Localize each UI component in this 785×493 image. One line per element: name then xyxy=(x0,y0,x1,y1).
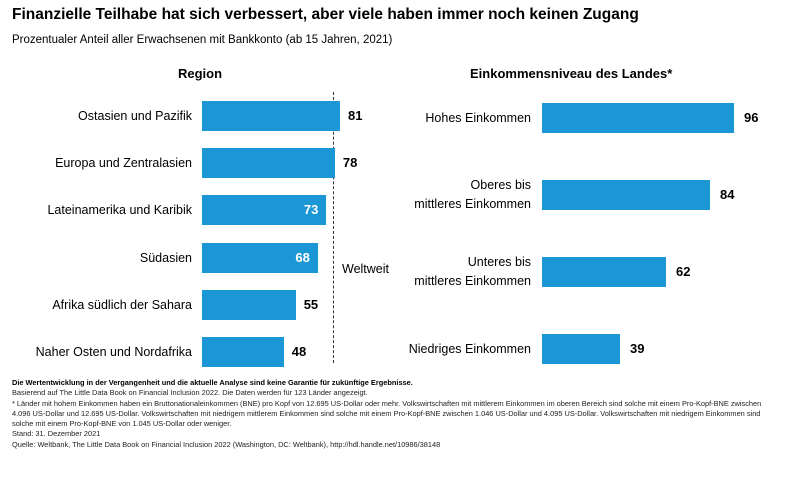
income-footnote: * Länder mit hohem Einkommen haben ein B… xyxy=(12,398,762,429)
income-category-label: Unteres bis mittleres Einkommen xyxy=(414,253,531,291)
region-bar xyxy=(202,148,335,179)
income-value-label: 62 xyxy=(676,264,691,279)
income-panel-title: Einkommensniveau des Landes* xyxy=(470,66,673,81)
region-bar xyxy=(202,195,327,226)
region-bar xyxy=(202,337,284,367)
region-value-label: 81 xyxy=(348,108,363,123)
region-value-label: 55 xyxy=(303,296,319,312)
chart-title: Finanzielle Teilhabe hat sich verbessert… xyxy=(12,6,639,23)
disclaimer-note: Die Wertentwicklung in der Vergangenheit… xyxy=(12,378,413,387)
footnotes: Die Wertentwicklung in der Vergangenheit… xyxy=(12,378,777,450)
region-bar xyxy=(202,101,340,131)
income-category-line: Hohes Einkommen xyxy=(425,110,531,125)
source-note: Quelle: Weltbank, The Little Data Book o… xyxy=(12,439,441,449)
chart-subtitle: Prozentualer Anteil aller Erwachsenen mi… xyxy=(12,34,393,46)
region-value-label: 73 xyxy=(303,202,319,218)
region-category-label: Europa und Zentralasien xyxy=(55,156,192,171)
income-bar xyxy=(542,103,734,133)
region-bar xyxy=(202,289,296,320)
region-category-label: Ostasien und Pazifik xyxy=(78,109,192,123)
income-bar xyxy=(542,334,620,364)
world-reference-label: Weltweit xyxy=(342,262,390,276)
income-category-line: mittleres Einkommen xyxy=(414,197,531,211)
income-category-label: Niedriges Einkommen xyxy=(409,340,531,359)
region-value-label: 68 xyxy=(295,249,310,265)
world-reference-line xyxy=(333,92,334,363)
income-category-label: Hohes Einkommen xyxy=(425,109,531,128)
income-value-label: 84 xyxy=(720,187,735,202)
income-category-line: mittleres Einkommen xyxy=(414,274,531,288)
income-category-line: Niedriges Einkommen xyxy=(408,341,531,356)
income-category-line: Oberes bis xyxy=(470,178,531,192)
income-category-label: Oberes bis mittleres Einkommen xyxy=(414,176,531,214)
income-value-label: 39 xyxy=(630,341,645,356)
region-panel-title: Region xyxy=(178,66,223,81)
income-bar xyxy=(542,180,710,210)
region-category-label: Lateinamerika und Karibik xyxy=(47,203,192,218)
region-category-label: Afrika südlich der Sahara xyxy=(52,297,192,312)
region-category-label: Naher Osten und Nordafrika xyxy=(35,345,192,359)
income-value-label: 96 xyxy=(744,110,759,125)
region-value-label: 48 xyxy=(291,344,307,359)
date-note: Stand: 31. Dezember 2021 xyxy=(12,429,101,439)
region-value-label: 78 xyxy=(342,155,358,171)
region-bar xyxy=(202,242,318,273)
income-category-line: Unteres bis xyxy=(467,255,531,269)
basis-note: Basierend auf The Little Data Book on Fi… xyxy=(12,388,368,398)
region-category-label: Südasien xyxy=(139,250,192,265)
income-bar xyxy=(542,257,666,287)
